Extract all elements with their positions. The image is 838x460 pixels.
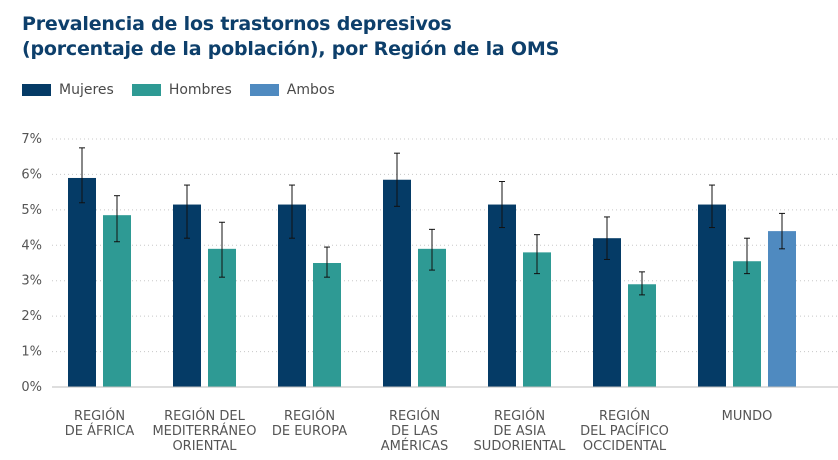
category-label: REGIÓN DE ASIA SUDORIENTAL: [474, 408, 567, 454]
y-tick-label: 0%: [21, 380, 42, 395]
legend-swatch-mujeres: [22, 84, 51, 96]
y-tick-label: 7%: [21, 132, 42, 147]
legend-item-ambos: Ambos: [249, 82, 335, 98]
chart-title: Prevalencia de los trastornos depresivos…: [22, 12, 559, 62]
category-label: MUNDO: [722, 409, 773, 424]
bar: [628, 284, 656, 387]
bar: [768, 231, 796, 387]
legend-item-mujeres: Mujeres: [22, 82, 114, 98]
category-label: REGIÓN DEL MEDITERRÁNEO ORIENTAL: [152, 408, 256, 454]
legend-swatch-hombres: [131, 84, 161, 96]
y-tick-label: 2%: [21, 309, 42, 324]
legend-label-ambos: Ambos: [286, 82, 335, 98]
bar: [698, 204, 726, 387]
category-label: REGIÓN DE EUROPA: [272, 408, 347, 439]
legend-item-hombres: Hombres: [131, 82, 232, 98]
legend-swatch-ambos: [249, 84, 279, 96]
chart-title-line-2: (porcentaje de la población), por Región…: [22, 38, 560, 60]
bar: [488, 204, 516, 387]
y-tick-label: 3%: [21, 274, 42, 289]
bar: [383, 179, 411, 387]
y-tick-label: 5%: [21, 203, 42, 218]
bar: [593, 238, 621, 387]
y-tick-label: 1%: [21, 345, 42, 360]
y-tick-label: 6%: [21, 167, 42, 182]
bar: [733, 261, 761, 387]
category-label: REGIÓN DE ÁFRICA: [65, 408, 135, 439]
bar: [103, 215, 131, 387]
bar: [68, 177, 96, 387]
category-label: REGIÓN DE LAS AMÉRICAS: [381, 408, 448, 454]
bar: [523, 252, 551, 387]
legend-label-hombres: Hombres: [168, 82, 232, 98]
legend: Mujeres Hombres Ambos: [22, 82, 353, 98]
bar: [418, 248, 446, 387]
y-tick-label: 4%: [21, 238, 42, 253]
chart-title-line-1: Prevalencia de los trastornos depresivos: [22, 13, 452, 35]
bar: [313, 263, 341, 387]
legend-label-mujeres: Mujeres: [59, 82, 114, 98]
category-label: REGIÓN DEL PACÍFICO OCCIDENTAL: [580, 408, 669, 454]
